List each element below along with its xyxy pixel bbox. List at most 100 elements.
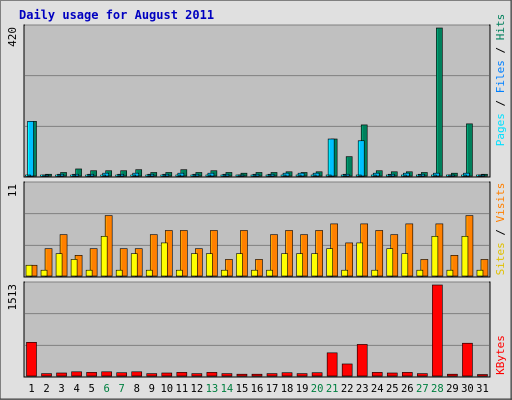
legend-kbytes: KBytes: [494, 335, 507, 375]
day-label: 8: [134, 383, 140, 395]
kbytes-bar: [477, 374, 488, 377]
day-label: 16: [251, 383, 264, 395]
kbytes-bar: [281, 372, 293, 377]
legend-text-sites-visits: Sites / Visits: [494, 183, 507, 276]
kbytes-bar: [161, 372, 173, 377]
kbytes-panel: 1513: [6, 281, 491, 378]
kbytes-bar: [356, 344, 368, 377]
pages-bar: [250, 174, 257, 177]
day-label: 30: [461, 383, 474, 395]
kbytes-bar: [402, 372, 413, 377]
pages-bar: [340, 174, 347, 177]
day-label: 22: [341, 383, 354, 395]
kbytes-bar: [251, 373, 263, 377]
sites-bar: [176, 269, 183, 277]
day-label: 4: [73, 383, 79, 395]
sites-bar: [476, 269, 484, 277]
sites-bar: [371, 269, 379, 277]
legend-pages-files-hits: Pages / Files / Hits: [494, 14, 507, 147]
pages-bar: [55, 174, 61, 177]
visits-bar: [89, 248, 98, 277]
kbytes-bar: [311, 372, 323, 377]
plot-area-1: [23, 24, 491, 178]
kbytes-bar: [266, 373, 278, 377]
sites-bar: [311, 253, 318, 277]
day-label: 23: [356, 383, 369, 395]
day-label: 17: [266, 383, 279, 395]
pages-bar: [115, 174, 121, 177]
day-label: 15: [236, 383, 249, 395]
sites-bar: [386, 248, 394, 277]
plot-area-3: [23, 281, 491, 378]
kbytes-bar: [432, 284, 443, 377]
kbytes-bar: [116, 372, 127, 377]
pages-bar: [190, 174, 197, 177]
pages-bar: [220, 174, 227, 177]
pages-bar: [446, 174, 452, 177]
kbytes-bar: [462, 342, 473, 377]
sites-bar: [236, 253, 243, 277]
sites-bar: [115, 269, 123, 277]
pages-bar: [130, 174, 137, 177]
y-axis-max-label: 1513: [6, 284, 19, 311]
legend-text-kbytes: KBytes: [494, 335, 507, 375]
sites-bar: [296, 253, 303, 277]
visits-bar: [375, 230, 384, 277]
sites-bar: [251, 269, 258, 277]
day-label: 26: [401, 383, 414, 395]
kbytes-bar: [236, 373, 248, 377]
legend-sites-visits: Sites / Visits: [494, 183, 507, 276]
visits-bar: [285, 230, 293, 277]
day-label: 9: [149, 383, 155, 395]
kbytes-bar: [41, 373, 52, 377]
sites-bar: [461, 235, 469, 277]
day-label: 13: [206, 383, 219, 395]
day-label: 2: [43, 383, 49, 395]
pages-bar: [401, 174, 407, 177]
chart-title: Daily usage for August 2011: [19, 8, 214, 22]
sites-bar: [160, 242, 168, 277]
sites-bar: [206, 253, 213, 277]
kbytes-bar: [191, 373, 203, 377]
sites-bar: [221, 269, 228, 277]
pages-bar: [265, 174, 272, 177]
sites-bar: [40, 269, 48, 277]
sites-bar: [326, 248, 333, 277]
sites-bar: [341, 269, 348, 277]
pages-bar: [70, 174, 76, 177]
pages-bar: [100, 174, 106, 177]
visits-bar: [270, 234, 278, 277]
kbytes-bar: [371, 372, 383, 377]
kbytes-bar: [86, 372, 97, 377]
visits-bar: [450, 255, 459, 277]
y-axis-max-label: 11: [6, 184, 19, 197]
day-label: 29: [446, 383, 459, 395]
day-label: 20: [311, 383, 324, 395]
pages-bar: [370, 174, 377, 177]
pages-bar: [40, 174, 46, 177]
pages-bar: [431, 174, 437, 177]
pages-bar: [476, 174, 482, 177]
visits-bar: [180, 230, 188, 277]
kbytes-bar: [326, 352, 338, 377]
day-label: 24: [371, 383, 384, 395]
kbytes-bar: [131, 371, 143, 377]
sites-bar: [100, 235, 108, 277]
visits-bar: [480, 259, 489, 277]
hits-files-pages-panel: 420: [6, 24, 491, 178]
sites-bar: [130, 253, 138, 277]
kbytes-bar: [221, 373, 233, 377]
visits-bar: [225, 259, 233, 277]
pages-bar: [295, 174, 302, 177]
day-label: 21: [326, 383, 339, 395]
day-label: 19: [296, 383, 309, 395]
pages-bar: [205, 174, 212, 177]
y-axis-max-label: 420: [6, 27, 19, 47]
day-label: 5: [88, 383, 94, 395]
visits-bar: [255, 259, 263, 277]
sites-bar: [416, 269, 424, 277]
day-label: 12: [191, 383, 204, 395]
visits-bar: [315, 230, 323, 277]
kbytes-bar: [146, 373, 158, 377]
pages-bar: [145, 174, 152, 177]
